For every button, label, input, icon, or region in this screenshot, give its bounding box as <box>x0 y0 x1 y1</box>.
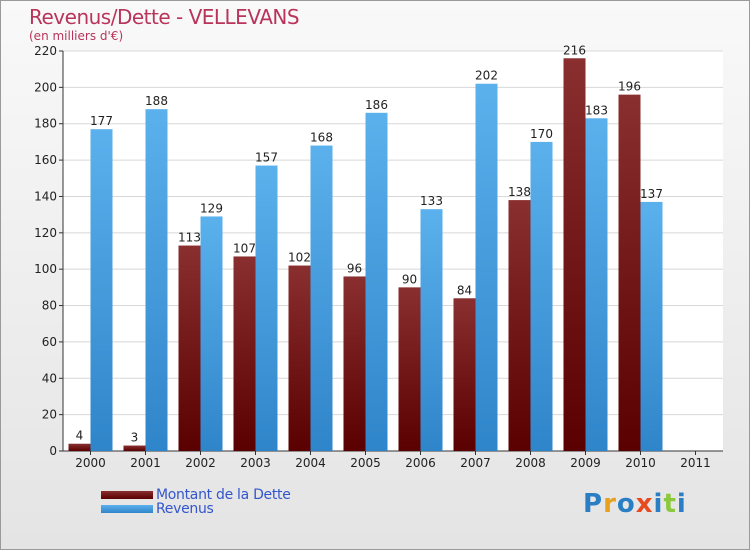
legend-item-dette: Montant de la Dette <box>101 487 291 503</box>
bar-revenus <box>420 209 443 451</box>
bar-revenus <box>200 216 223 451</box>
legend-swatch-dette <box>101 491 153 499</box>
bar-dette <box>343 276 366 451</box>
y-tick-label: 200 <box>34 80 57 94</box>
x-tick-label: 2011 <box>680 456 711 470</box>
x-tick-label: 2005 <box>350 456 381 470</box>
x-tick-label: 2001 <box>130 456 161 470</box>
x-tick-label: 2007 <box>460 456 491 470</box>
x-tick-label: 2008 <box>515 456 546 470</box>
data-label: 90 <box>402 272 417 286</box>
logo-letter: x <box>635 489 654 519</box>
legend-label-dette: Montant de la Dette <box>156 487 291 503</box>
chart-subtitle: (en milliers d'€) <box>29 29 124 43</box>
logo-letter: i <box>676 489 687 519</box>
bar-dette <box>508 200 531 451</box>
bar-dette <box>618 94 641 452</box>
logo-letter: r <box>603 489 617 519</box>
data-label: 202 <box>475 69 498 83</box>
legend-label-revenus: Revenus <box>156 501 214 517</box>
bar-dette <box>288 265 311 451</box>
y-tick-label: 80 <box>42 299 57 313</box>
data-label: 183 <box>585 103 608 117</box>
bar-dette <box>68 443 91 451</box>
data-label: 186 <box>365 98 388 112</box>
data-label: 4 <box>76 429 84 443</box>
bar-revenus <box>90 129 113 451</box>
y-tick-label: 120 <box>34 226 57 240</box>
data-label: 137 <box>640 187 663 201</box>
data-label: 157 <box>255 151 278 165</box>
y-tick-label: 220 <box>34 44 57 58</box>
y-tick-label: 0 <box>49 444 57 458</box>
bar-revenus <box>585 118 608 451</box>
x-tick-label: 2010 <box>625 456 656 470</box>
data-label: 107 <box>233 241 256 255</box>
bar-revenus <box>145 109 168 451</box>
x-tick-label: 2009 <box>570 456 601 470</box>
data-label: 102 <box>288 251 311 265</box>
logo-letter: o <box>616 489 636 519</box>
bar-dette <box>398 287 421 451</box>
proxiti-logo: Proxiti <box>583 489 687 519</box>
bar-revenus <box>310 145 333 451</box>
y-tick-label: 180 <box>34 117 57 131</box>
legend-item-revenus: Revenus <box>101 501 214 517</box>
y-tick-label: 40 <box>42 371 57 385</box>
data-label: 96 <box>347 261 362 275</box>
bar-dette <box>233 256 256 451</box>
data-label: 113 <box>178 231 201 245</box>
bar-revenus <box>530 141 553 451</box>
data-label: 129 <box>200 201 223 215</box>
data-label: 3 <box>131 431 139 445</box>
bar-revenus <box>365 112 388 452</box>
data-label: 168 <box>310 131 333 145</box>
x-tick-label: 2004 <box>295 456 326 470</box>
logo-letter: i <box>653 489 664 519</box>
bar-revenus <box>475 83 498 452</box>
y-tick-label: 140 <box>34 189 57 203</box>
x-tick-label: 2002 <box>185 456 216 470</box>
legend-swatch-revenus <box>101 505 153 513</box>
data-label: 177 <box>90 114 113 128</box>
y-tick-label: 100 <box>34 262 57 276</box>
data-label: 84 <box>457 283 472 297</box>
x-tick-label: 2006 <box>405 456 436 470</box>
data-label: 216 <box>563 43 586 57</box>
y-tick-label: 160 <box>34 153 57 167</box>
plot-area <box>63 51 723 451</box>
data-label: 170 <box>530 127 553 141</box>
bar-dette <box>563 58 586 451</box>
bar-dette <box>123 445 146 451</box>
x-tick-label: 2003 <box>240 456 271 470</box>
bar-dette <box>178 245 201 451</box>
y-tick-label: 60 <box>42 335 57 349</box>
data-label: 138 <box>508 185 531 199</box>
data-label: 133 <box>420 194 443 208</box>
y-tick-label: 20 <box>42 408 57 422</box>
bar-dette <box>453 298 476 451</box>
bar-revenus <box>255 165 278 451</box>
logo-letter: t <box>663 489 677 519</box>
data-label: 188 <box>145 94 168 108</box>
chart-title: Revenus/Dette - VELLEVANS <box>29 5 300 29</box>
bar-revenus <box>640 201 663 451</box>
x-tick-label: 2000 <box>75 456 106 470</box>
logo-letter: P <box>583 489 604 519</box>
data-label: 196 <box>618 80 641 94</box>
